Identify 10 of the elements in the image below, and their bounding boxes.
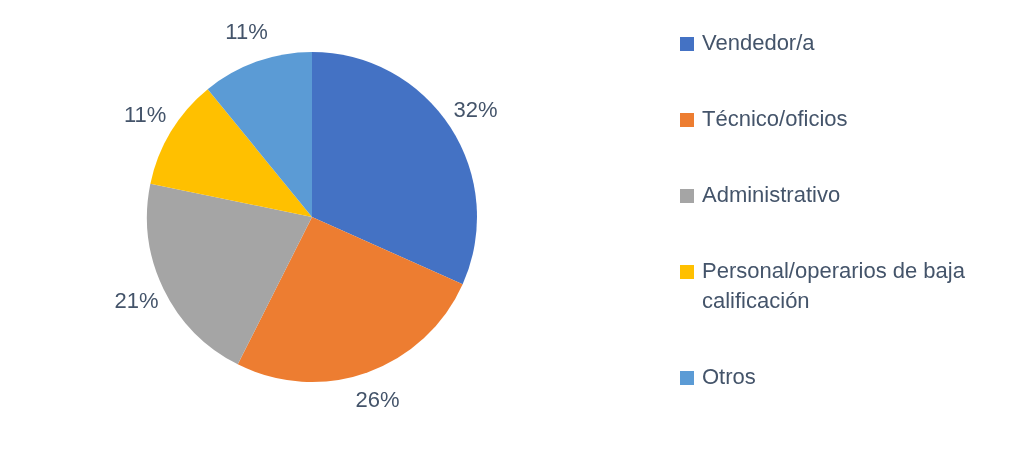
legend-label: Técnico/oficios xyxy=(702,105,848,133)
data-label: 26% xyxy=(355,386,400,412)
data-label: 21% xyxy=(114,288,159,314)
data-label: 11% xyxy=(123,102,167,128)
legend-label: Administrativo xyxy=(702,181,841,209)
data-label: 32% xyxy=(453,96,498,122)
legend-label: Vendedor/a xyxy=(702,29,815,57)
legend-label: Personal/operarios de baja calificación xyxy=(702,257,966,315)
data-label: 11% xyxy=(225,19,268,45)
legend-label: Otros xyxy=(702,363,756,391)
